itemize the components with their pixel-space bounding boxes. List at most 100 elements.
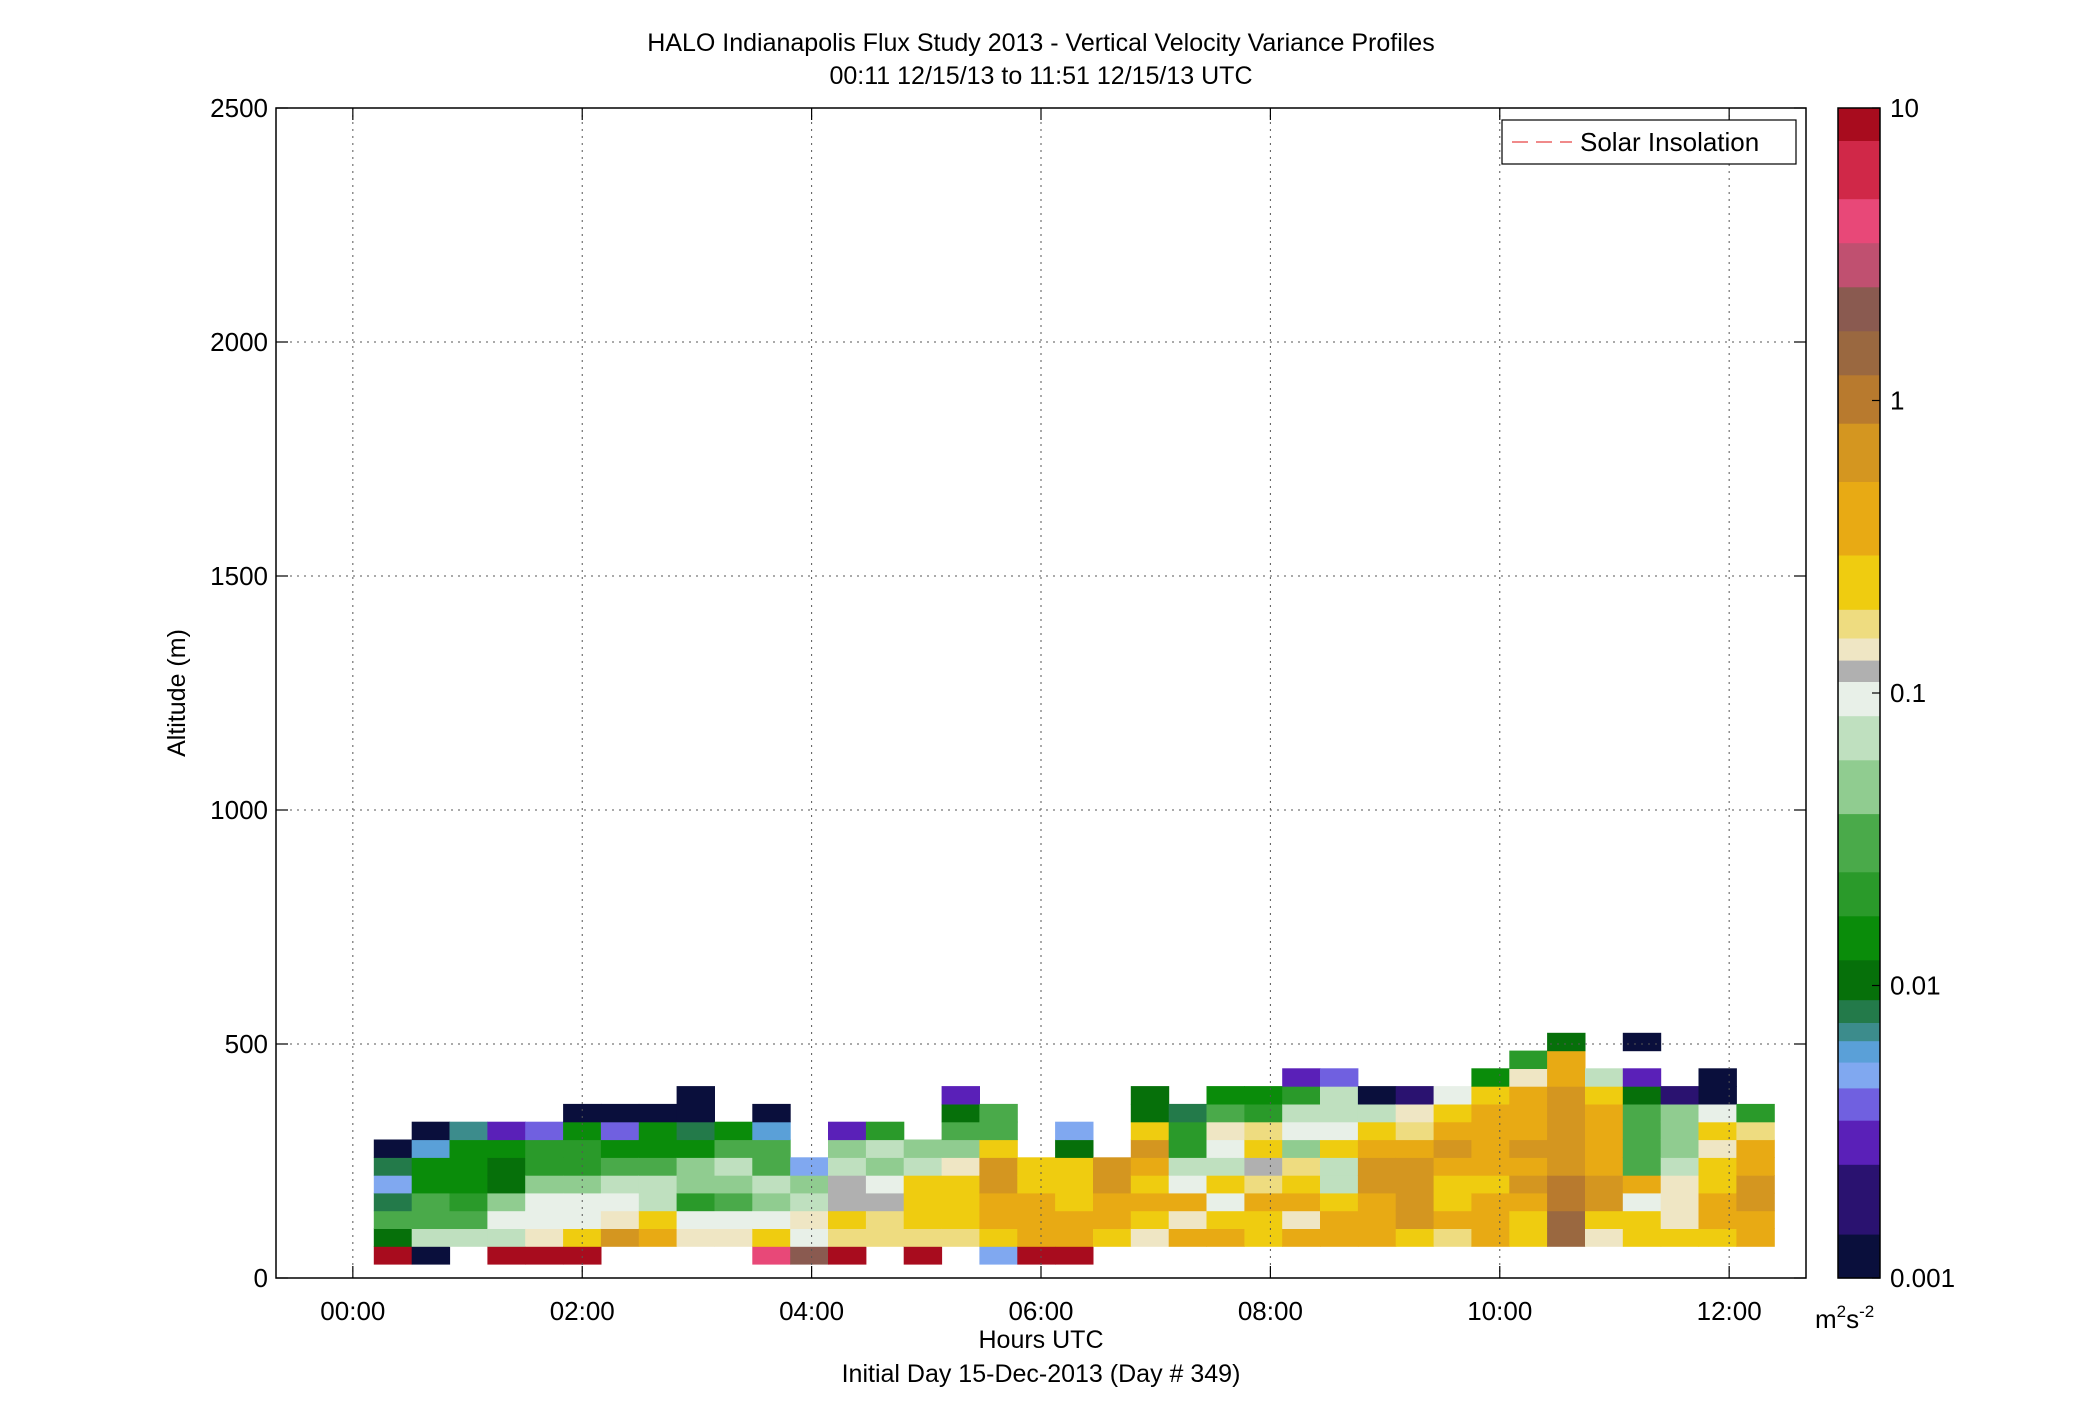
- heatmap-cell: [1244, 1192, 1283, 1212]
- y-axis-label: Altitude (m): [163, 629, 191, 757]
- x-tick-label: 00:00: [320, 1296, 385, 1326]
- heatmap-cell: [752, 1228, 791, 1247]
- heatmap-cell: [638, 1139, 678, 1158]
- x-axis-label: Hours UTC: [978, 1326, 1103, 1354]
- heatmap-cell: [1698, 1086, 1737, 1105]
- heatmap-cell: [1282, 1086, 1321, 1105]
- heatmap-cell: [1660, 1192, 1700, 1212]
- heatmap-cell: [941, 1139, 980, 1158]
- heatmap-cell: [1622, 1210, 1662, 1229]
- heatmap-cell: [525, 1175, 564, 1194]
- colorbar-band: [1838, 1040, 1880, 1063]
- chart-subtitle: 00:11 12/15/13 to 11:51 12/15/13 UTC: [830, 62, 1253, 90]
- heatmap-cell: [1698, 1210, 1737, 1229]
- heatmap-cell: [828, 1139, 867, 1158]
- heatmap-cell: [525, 1192, 564, 1212]
- heatmap-cell: [1282, 1157, 1321, 1176]
- colorbar-band: [1838, 915, 1880, 961]
- heatmap-cell: [979, 1210, 1018, 1229]
- heatmap-cell: [1206, 1086, 1245, 1105]
- heatmap-cell: [676, 1175, 715, 1194]
- heatmap-cell: [563, 1139, 602, 1158]
- colorbar-gradient: [1838, 108, 1880, 1279]
- heatmap-cell: [1357, 1103, 1397, 1123]
- colorbar-band: [1838, 871, 1880, 917]
- colorbar-unit-exp1: 2: [1837, 1302, 1846, 1321]
- heatmap-cell: [449, 1121, 488, 1141]
- heatmap-cell: [1206, 1175, 1245, 1194]
- heatmap-cell: [1168, 1175, 1208, 1194]
- chart-title: HALO Indianapolis Flux Study 2013 - Vert…: [647, 29, 1434, 57]
- colorbar-band: [1838, 715, 1880, 761]
- heatmap-cell: [1622, 1086, 1662, 1105]
- heatmap-cell: [563, 1228, 602, 1247]
- heatmap-cell: [600, 1103, 640, 1123]
- colorbar-band: [1838, 609, 1880, 639]
- heatmap-cell: [1698, 1139, 1737, 1158]
- heatmap-cell: [1130, 1086, 1170, 1105]
- heatmap-cell: [790, 1210, 829, 1229]
- heatmap-cell: [941, 1121, 980, 1141]
- heatmap-cell: [600, 1228, 640, 1247]
- heatmap-cell: [1471, 1157, 1510, 1176]
- heatmap-cell: [1622, 1032, 1662, 1052]
- heatmap-cell: [1320, 1228, 1359, 1247]
- heatmap-cell: [1244, 1086, 1283, 1105]
- heatmap-cell: [1206, 1157, 1245, 1176]
- heatmap-cell: [903, 1139, 943, 1158]
- heatmap-cell: [979, 1246, 1018, 1265]
- heatmap-cell: [1698, 1068, 1737, 1087]
- heatmap-cell: [1547, 1157, 1586, 1176]
- heatmap-cell: [1320, 1192, 1359, 1212]
- x-tick-label: 10:00: [1467, 1296, 1532, 1326]
- heatmap-cell: [1395, 1157, 1435, 1176]
- heatmap-cell: [1433, 1121, 1472, 1141]
- heatmap-cell: [865, 1157, 905, 1176]
- legend-solar-insolation-label: Solar Insolation: [1580, 127, 1759, 157]
- heatmap-cell: [1622, 1103, 1662, 1123]
- heatmap-cell: [411, 1192, 451, 1212]
- heatmap-cell: [1585, 1175, 1624, 1194]
- heatmap-cell: [1017, 1246, 1056, 1265]
- heatmap-cell: [525, 1157, 564, 1176]
- heatmap-cell: [1357, 1210, 1397, 1229]
- heatmap-cell: [1017, 1228, 1056, 1247]
- heatmap-cell: [1395, 1103, 1435, 1123]
- heatmap-cell: [1547, 1192, 1586, 1212]
- heatmap-cell: [1320, 1139, 1359, 1158]
- colorbar-band: [1838, 637, 1880, 661]
- heatmap-cell: [373, 1246, 413, 1265]
- heatmap-cell: [1622, 1192, 1662, 1212]
- colorbar-band: [1838, 242, 1880, 288]
- heatmap-cell: [1395, 1121, 1435, 1141]
- heatmap-cell: [1736, 1210, 1775, 1229]
- heatmap-cell: [903, 1192, 943, 1212]
- heatmap-cell: [1282, 1068, 1321, 1087]
- heatmap-cell: [1395, 1175, 1435, 1194]
- heatmap-cell: [487, 1246, 526, 1265]
- heatmap-cell: [1585, 1068, 1624, 1087]
- heatmap-cell: [752, 1210, 791, 1229]
- heatmap-cell: [1736, 1103, 1775, 1123]
- heatmap-cell: [1622, 1175, 1662, 1194]
- heatmap-cell: [1471, 1121, 1510, 1141]
- colorbar-band: [1838, 108, 1880, 141]
- heatmap-cell: [1509, 1157, 1548, 1176]
- heatmap-cell: [1585, 1139, 1624, 1158]
- heatmap-cell: [1282, 1103, 1321, 1123]
- heatmap-cell: [1509, 1139, 1548, 1158]
- heatmap-cell: [1585, 1192, 1624, 1212]
- heatmap-cell: [487, 1210, 526, 1229]
- heatmap-cell: [487, 1228, 526, 1247]
- y-tick-label: 1000: [210, 795, 268, 825]
- heatmap-cell: [1093, 1157, 1132, 1176]
- heatmap-cell: [487, 1192, 526, 1212]
- heatmap-cell: [865, 1210, 905, 1229]
- heatmap-cell: [1357, 1121, 1397, 1141]
- heatmap-cell: [1206, 1228, 1245, 1247]
- heatmap-cell: [1093, 1175, 1132, 1194]
- heatmap-cell: [1320, 1121, 1359, 1141]
- heatmap-cell: [1357, 1086, 1397, 1105]
- heatmap-cell: [1509, 1175, 1548, 1194]
- heatmap-cell: [865, 1228, 905, 1247]
